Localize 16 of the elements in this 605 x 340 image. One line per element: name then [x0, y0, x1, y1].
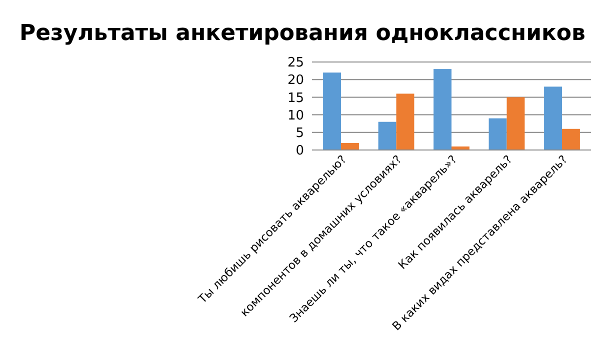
y-tick-label: 10	[287, 108, 304, 124]
y-tick-label: 25	[287, 56, 304, 71]
bar	[434, 69, 452, 150]
bar	[323, 72, 342, 150]
y-tick-label: 0	[296, 144, 304, 159]
bar	[562, 128, 580, 150]
bar	[378, 122, 396, 150]
y-tick-label: 20	[287, 73, 304, 88]
bar	[341, 142, 359, 150]
bar	[544, 86, 562, 150]
y-tick-label: 15	[287, 90, 304, 106]
bar	[396, 94, 414, 150]
chart-title: Результаты анкетирования одноклассников	[20, 21, 586, 46]
y-tick-label: 5	[296, 126, 304, 141]
bar	[506, 97, 525, 150]
bar	[488, 118, 507, 150]
